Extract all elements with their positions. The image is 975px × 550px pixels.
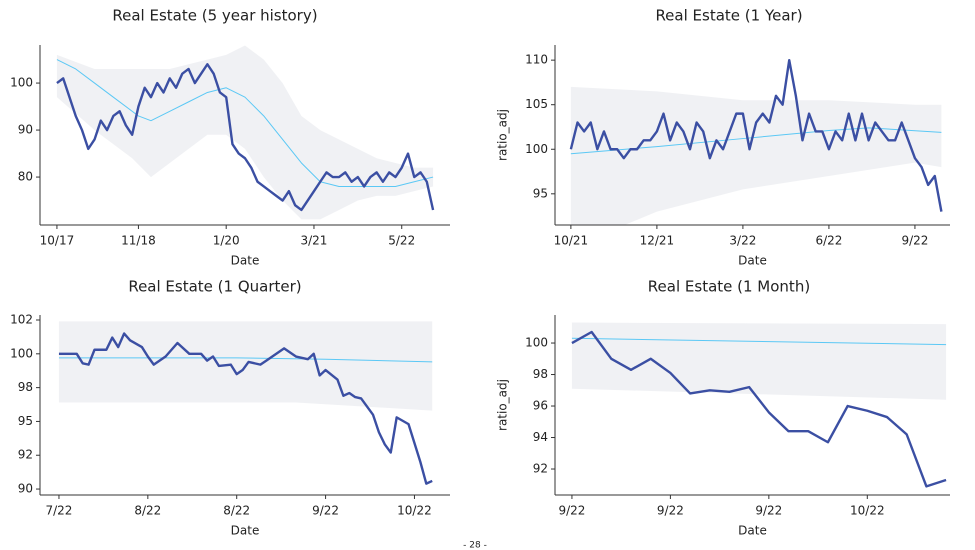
x-axis-label: Date (738, 524, 767, 538)
x-tick-label: 7/22 (45, 504, 72, 518)
x-tick-label: 10/22 (397, 504, 432, 518)
subplot: Real Estate (5 year history) Date 80 90 100 1… (10, 7, 450, 268)
y-tick-label: 100 (10, 76, 33, 90)
chart-title: Real Estate (5 year history) (112, 7, 317, 25)
x-tick-label: 3/21 (300, 234, 327, 248)
x-tick-label: 5/22 (388, 234, 415, 248)
chart-title: Real Estate (1 Quarter) (128, 278, 301, 296)
y-tick-label: 95 (18, 414, 33, 428)
x-tick-label: 12/21 (640, 234, 675, 248)
data-line (56, 59, 434, 187)
x-tick-label: 3/22 (729, 234, 756, 248)
x-tick-label: 9/22 (558, 504, 585, 518)
y-tick-label: 95 (533, 186, 548, 200)
y-tick-label: 92 (18, 448, 33, 462)
data-line (571, 337, 947, 346)
y-tick-label: 98 (18, 380, 33, 394)
x-axis-label: Date (231, 524, 260, 538)
x-tick-label: 10/17 (40, 234, 75, 248)
x-tick-label: 8/22 (223, 504, 250, 518)
y-tick-label: 110 (525, 53, 548, 67)
x-tick-label: 1/20 (213, 234, 240, 248)
x-tick-label: 9/22 (901, 234, 928, 248)
data-line (58, 332, 433, 485)
x-tick-label: 9/22 (312, 504, 339, 518)
x-tick-label: 9/22 (755, 504, 782, 518)
x-tick-label: 9/22 (657, 504, 684, 518)
chart-title: Real Estate (1 Month) (648, 278, 810, 296)
subplot: Real Estate (1 Quarter) Date 90 92 95 98 100 10… (10, 278, 450, 538)
y-tick-label: 90 (18, 123, 33, 137)
y-tick-label: 102 (10, 313, 33, 327)
x-axis-label: Date (231, 254, 260, 268)
data-line (569, 58, 943, 212)
y-axis-label: ratio_adj (496, 109, 510, 161)
y-tick-label: 105 (525, 97, 548, 111)
y-axis-label: ratio_adj (496, 379, 510, 431)
x-axis-label: Date (738, 254, 767, 268)
subplot: Real Estate (1 Year) Date ratio_adj 95 100 10… (496, 7, 950, 268)
x-tick-label: 8/22 (134, 504, 161, 518)
y-tick-label: 100 (10, 346, 33, 360)
confidence-band (56, 45, 434, 220)
y-tick-label: 92 (533, 462, 548, 476)
x-tick-label: 10/22 (850, 504, 885, 518)
x-tick-label: 11/18 (121, 234, 156, 248)
subplot: Real Estate (1 Month) Date ratio_adj 92 94 96… (496, 278, 950, 538)
page-number: - 28 - (463, 541, 487, 550)
x-tick-label: 6/22 (815, 234, 842, 248)
chart-title: Real Estate (1 Year) (655, 7, 802, 25)
y-tick-label: 100 (525, 142, 548, 156)
data-line (571, 330, 947, 488)
confidence-band (570, 86, 942, 225)
x-tick-label: 10/21 (554, 234, 589, 248)
y-tick-label: 98 (533, 367, 548, 381)
data-line (56, 63, 435, 212)
y-tick-label: 94 (533, 430, 548, 444)
y-tick-label: 90 (18, 482, 33, 496)
y-tick-label: 80 (18, 170, 33, 184)
y-tick-label: 96 (533, 399, 548, 413)
confidence-band (571, 322, 947, 400)
y-tick-label: 100 (525, 336, 548, 350)
